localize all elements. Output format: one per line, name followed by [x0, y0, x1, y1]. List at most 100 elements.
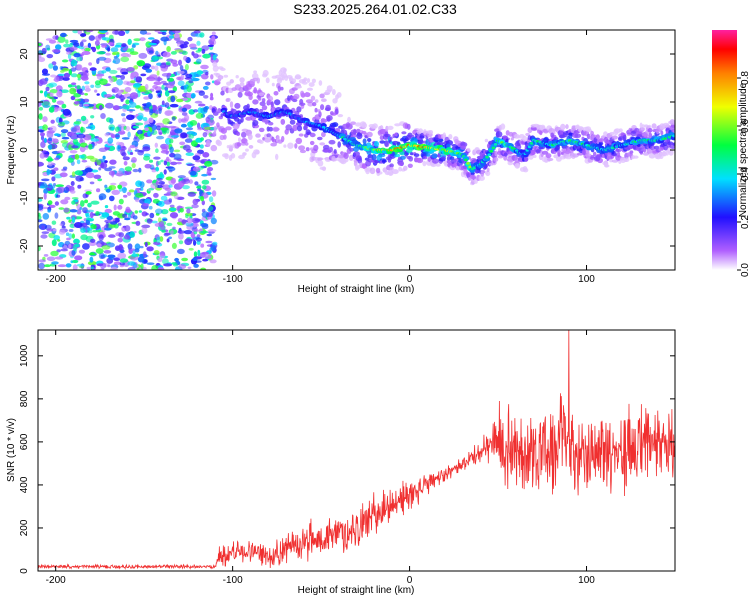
spectrogram-cell — [184, 206, 194, 210]
spectrogram-cell — [80, 115, 87, 122]
spectrogram-cell — [293, 93, 300, 100]
spectrogram-cell — [319, 142, 326, 146]
spectrogram-cell — [42, 116, 48, 123]
spectrogram-cell — [104, 208, 113, 214]
spectrogram-cell — [104, 132, 110, 137]
spectrogram-cell — [126, 191, 132, 196]
colorbar-label: Normalized spectral amplitude — [738, 82, 749, 217]
spectrogram-cell — [195, 159, 202, 163]
spectrogram-cell — [67, 157, 74, 163]
spectrogram-cell — [166, 161, 170, 167]
spectrogram-cell — [240, 116, 244, 123]
spectrogram-cell — [88, 241, 97, 246]
spectrogram-cell — [193, 239, 197, 246]
spectrogram-cell — [641, 124, 646, 128]
spectrogram-x-axis-label: Height of straight line (km) — [298, 284, 415, 295]
spectrogram-cell — [95, 211, 100, 216]
y-tick-label: 0 — [19, 568, 30, 574]
spectrogram-cell — [136, 115, 144, 121]
spectrogram-cell — [223, 74, 229, 78]
spectrogram-cell — [197, 249, 201, 257]
spectrogram-cell — [125, 126, 130, 132]
spectrogram-cell — [65, 263, 72, 268]
spectrogram-cell — [603, 131, 608, 137]
spectrogram-cell — [117, 89, 122, 96]
spectrogram-cell — [70, 73, 78, 78]
spectrogram-cell — [122, 47, 128, 51]
spectrogram-cell — [190, 238, 195, 242]
spectrogram-cell — [205, 71, 209, 76]
spectrogram-cell — [203, 95, 209, 99]
spectrogram-cell — [134, 248, 140, 253]
spectrogram-cell — [318, 80, 323, 86]
spectrogram-cell — [150, 182, 158, 190]
spectrogram-cell — [236, 142, 242, 147]
spectrogram-cell — [261, 105, 268, 111]
spectrogram-cell — [169, 35, 174, 39]
spectrogram-cell — [379, 140, 386, 144]
spectrogram-cell — [294, 143, 298, 149]
spectrogram-cell — [208, 206, 214, 211]
spectrogram-cell — [122, 156, 130, 161]
spectrogram-cell — [455, 165, 460, 170]
spectrogram-cell — [148, 205, 153, 210]
spectrogram-cell — [198, 90, 205, 96]
spectrogram-cell — [95, 248, 104, 254]
spectrogram-cell — [46, 169, 51, 176]
spectrogram-cell — [85, 214, 90, 218]
spectrogram-cell — [225, 126, 232, 131]
spectrogram-cell — [189, 43, 197, 49]
spectrogram-cell — [39, 152, 46, 159]
spectrogram-cell — [118, 198, 124, 205]
spectrogram-cell — [114, 44, 122, 48]
x-tick-label: -100 — [223, 274, 243, 285]
spectrogram-cell — [193, 53, 199, 59]
spectrogram-cell — [184, 138, 193, 143]
spectrogram-cell — [41, 225, 45, 231]
spectrogram-cell — [328, 139, 336, 145]
spectrogram-cell — [287, 95, 291, 102]
spectrogram-cell — [48, 39, 57, 44]
spectrogram-cell — [144, 241, 148, 248]
spectrogram-cell — [169, 138, 174, 144]
spectrogram-cell — [78, 46, 85, 50]
spectrogram-cell — [48, 106, 55, 113]
y-tick-label: 20 — [19, 48, 30, 60]
spectrogram-cell — [56, 100, 64, 105]
spectrogram-cell — [90, 138, 100, 142]
spectrogram-cell — [191, 204, 199, 209]
spectrogram-cell — [94, 40, 100, 46]
spectrogram-cell — [69, 150, 78, 154]
spectrogram-cell — [113, 204, 117, 211]
spectrogram-cell — [120, 74, 125, 80]
spectrogram-cell — [154, 65, 159, 71]
spectrogram-cell — [81, 51, 91, 55]
spectrogram-cell — [469, 174, 476, 180]
spectrogram-cell — [144, 83, 149, 91]
spectrogram-cell — [204, 160, 213, 167]
spectrogram-cell — [186, 163, 195, 167]
spectrogram-cell — [200, 223, 209, 227]
spectrogram-cell — [104, 205, 109, 209]
spectrogram-cell — [313, 144, 319, 152]
spectrogram-cell — [84, 167, 93, 173]
spectrogram-cell — [337, 141, 342, 148]
spectrogram-cell — [177, 231, 185, 234]
spectrogram-cell — [98, 147, 108, 152]
spectrogram-cell — [523, 167, 529, 173]
spectrogram-cell — [85, 217, 92, 221]
spectrogram-cell — [113, 55, 118, 59]
spectrogram-cell — [303, 77, 308, 82]
spectrogram-cell — [84, 93, 88, 96]
spectrogram-cell — [438, 138, 444, 143]
spectrogram-cell — [660, 130, 664, 136]
spectrogram-cell — [142, 202, 150, 207]
spectrogram-cell — [162, 218, 168, 222]
spectrogram-cell — [61, 59, 69, 63]
spectrogram-cell — [201, 211, 209, 218]
spectrogram-cell — [546, 157, 554, 162]
spectrogram-cell — [362, 138, 367, 144]
spectrogram-cell — [115, 217, 120, 220]
spectrogram-cell — [123, 194, 128, 198]
spectrogram-x-ticks: -200 -100 0 100 — [46, 30, 595, 285]
